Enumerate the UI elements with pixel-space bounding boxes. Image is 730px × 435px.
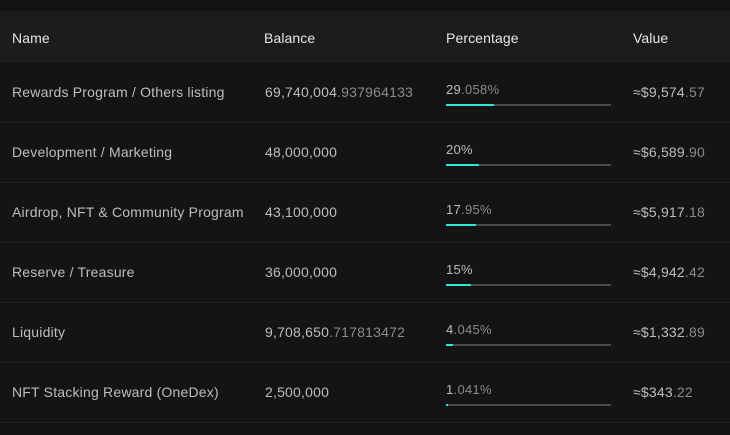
column-header-value[interactable]: Value: [633, 30, 669, 46]
row-balance: 69,740,004.937964133: [265, 84, 413, 100]
column-header-percentage[interactable]: Percentage: [446, 30, 519, 46]
row-name: Liquidity: [12, 324, 66, 340]
percentage-bar-track: [446, 224, 611, 226]
value-integer: ≈$4,942: [633, 264, 685, 280]
balance-integer: 2,500,000: [265, 384, 330, 400]
percentage-text: 17.95%: [446, 202, 492, 217]
row-percentage: 4.045%: [446, 322, 611, 348]
balance-decimal: .717813472: [329, 324, 406, 340]
percentage-decimal: .058%: [461, 82, 500, 97]
row-balance: 43,100,000: [265, 204, 337, 220]
row-percentage: 17.95%: [446, 202, 611, 228]
balance-integer: 36,000,000: [265, 264, 338, 280]
row-value: ≈$343.22: [633, 384, 693, 400]
balance-integer: 48,000,000: [265, 144, 338, 160]
percentage-bar-track: [446, 164, 611, 166]
row-balance: 36,000,000: [265, 264, 337, 280]
percentage-decimal: .041%: [453, 382, 492, 397]
balance-decimal: .937964133: [337, 84, 414, 100]
row-balance: 48,000,000: [265, 144, 337, 160]
row-name: Reserve / Treasure: [12, 264, 135, 280]
percentage-text: 20%: [446, 142, 473, 157]
value-decimal: .42: [684, 264, 705, 280]
percentage-decimal: .95%: [461, 202, 492, 217]
percentage-text: 15%: [446, 262, 473, 277]
table-row: Liquidity 9,708,650.717813472 4.045% ≈$1…: [0, 303, 730, 363]
percentage-integer: 20%: [446, 142, 473, 157]
percentage-text: 4.045%: [446, 322, 492, 337]
value-decimal: .90: [684, 144, 705, 160]
balance-integer: 9,708,650: [265, 324, 330, 340]
percentage-integer: 4: [446, 322, 454, 337]
table-row: NFT Stacking Reward (OneDex) 2,500,000 1…: [0, 363, 730, 423]
percentage-bar-track: [446, 104, 611, 106]
row-name: Development / Marketing: [12, 144, 173, 160]
percentage-integer: 1: [446, 382, 454, 397]
row-name: Rewards Program / Others listing: [12, 84, 225, 100]
value-integer: ≈$9,574: [633, 84, 685, 100]
percentage-integer: 15%: [446, 262, 473, 277]
value-decimal: .22: [672, 384, 693, 400]
percentage-text: 1.041%: [446, 382, 492, 397]
column-header-balance[interactable]: Balance: [264, 30, 316, 46]
percentage-decimal: .045%: [453, 322, 492, 337]
table-row: Development / Marketing 48,000,000 20% ≈…: [0, 123, 730, 183]
value-decimal: .18: [684, 204, 705, 220]
value-decimal: .89: [684, 324, 705, 340]
row-value: ≈$9,574.57: [633, 84, 705, 100]
row-percentage: 20%: [446, 142, 611, 168]
value-decimal: .57: [684, 84, 705, 100]
table-row: Reserve / Treasure 36,000,000 15% ≈$4,94…: [0, 243, 730, 303]
value-integer: ≈$1,332: [633, 324, 685, 340]
row-value: ≈$5,917.18: [633, 204, 705, 220]
percentage-bar-fill: [446, 104, 494, 106]
row-name: Airdrop, NFT & Community Program: [12, 204, 244, 220]
percentage-bar-fill: [446, 224, 476, 226]
row-balance: 2,500,000: [265, 384, 329, 400]
value-integer: ≈$6,589: [633, 144, 685, 160]
percentage-bar-fill: [446, 284, 471, 286]
table-header: Name Balance Percentage Value: [0, 11, 730, 63]
table-row: Airdrop, NFT & Community Program 43,100,…: [0, 183, 730, 243]
percentage-bar-fill: [446, 164, 479, 166]
column-header-name[interactable]: Name: [12, 30, 50, 46]
percentage-integer: 17: [446, 202, 462, 217]
row-percentage: 29.058%: [446, 82, 611, 108]
value-integer: ≈$5,917: [633, 204, 685, 220]
row-value: ≈$1,332.89: [633, 324, 705, 340]
percentage-text: 29.058%: [446, 82, 499, 97]
row-balance: 9,708,650.717813472: [265, 324, 405, 340]
balance-integer: 69,740,004: [265, 84, 338, 100]
percentage-bar-fill: [446, 404, 448, 406]
percentage-bar-track: [446, 344, 611, 346]
value-integer: ≈$343: [633, 384, 673, 400]
row-percentage: 15%: [446, 262, 611, 288]
percentage-bar-track: [446, 284, 611, 286]
top-strip: [0, 0, 730, 11]
row-percentage: 1.041%: [446, 382, 611, 408]
percentage-bar-fill: [446, 344, 453, 346]
row-value: ≈$4,942.42: [633, 264, 705, 280]
row-name: NFT Stacking Reward (OneDex): [12, 384, 219, 400]
row-value: ≈$6,589.90: [633, 144, 705, 160]
percentage-integer: 29: [446, 82, 462, 97]
percentage-bar-track: [446, 404, 611, 406]
table-row: Rewards Program / Others listing 69,740,…: [0, 63, 730, 123]
balance-integer: 43,100,000: [265, 204, 338, 220]
